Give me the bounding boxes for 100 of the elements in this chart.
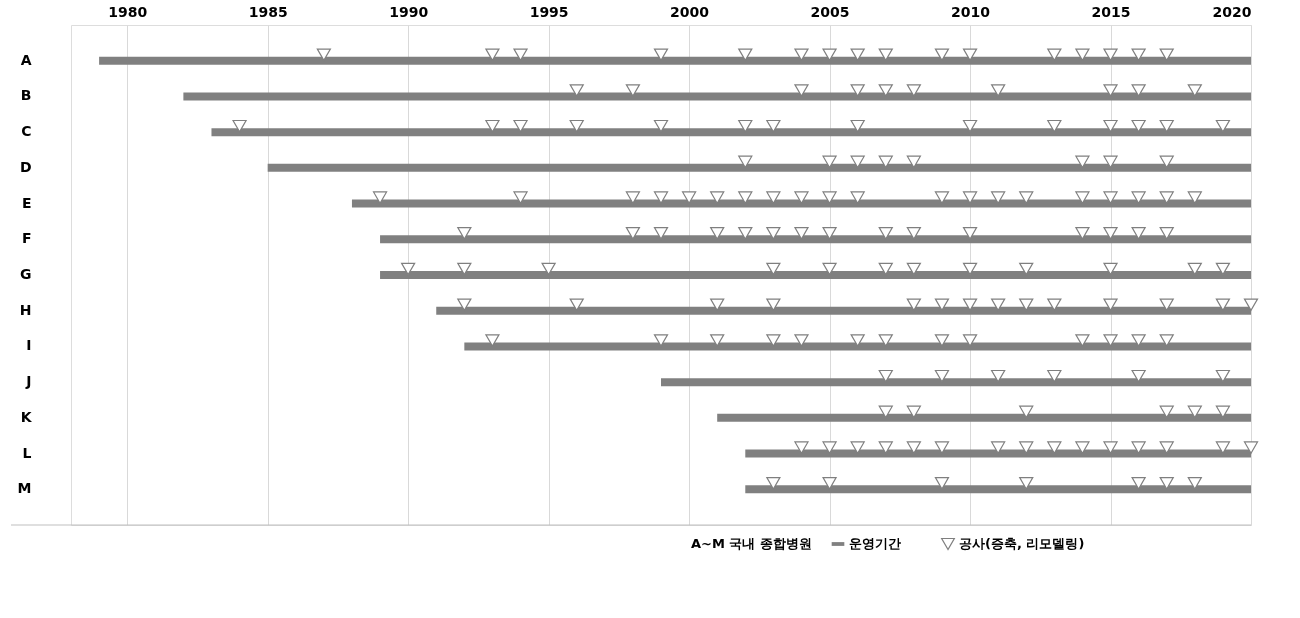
y-tick-label: E [21, 194, 32, 211]
x-tick-label: 1980 [108, 3, 148, 20]
point [1075, 48, 1090, 61]
x-tick-label: 2020 [1212, 3, 1252, 20]
point [738, 48, 753, 61]
point [1047, 298, 1062, 311]
point [1215, 298, 1231, 311]
point [569, 119, 584, 133]
point [850, 441, 865, 454]
x-tick-label: 2015 [1091, 3, 1131, 20]
point [794, 191, 809, 204]
point [878, 155, 893, 169]
point [766, 334, 781, 347]
point [513, 48, 528, 61]
point [794, 48, 809, 61]
y-tick-label: B [20, 87, 32, 104]
point [710, 191, 725, 204]
point [1103, 119, 1118, 133]
point [1131, 369, 1146, 383]
legend-title: A~M 국내 종합병원 [691, 536, 812, 551]
point [1215, 369, 1231, 383]
point [934, 441, 950, 454]
point [878, 405, 893, 419]
point [822, 155, 837, 169]
point [1019, 191, 1034, 204]
point [653, 191, 669, 204]
point [822, 441, 837, 454]
point [738, 155, 753, 169]
point [991, 298, 1006, 311]
point [485, 119, 500, 133]
point [991, 191, 1006, 204]
legend-label: 공사(증축, 리모델링) [959, 536, 1085, 551]
point [934, 334, 950, 347]
y-tick-label: F [21, 230, 32, 247]
point [850, 334, 865, 347]
point [457, 262, 472, 276]
point [1047, 369, 1062, 383]
point [625, 191, 641, 204]
point [962, 298, 978, 311]
x-tick-label: 2000 [670, 3, 710, 20]
point [766, 298, 781, 311]
point [1075, 227, 1090, 240]
y-tick-label: G [20, 266, 32, 282]
point [457, 298, 472, 311]
point [991, 441, 1006, 454]
point [794, 227, 809, 240]
point [822, 227, 837, 240]
point [653, 334, 669, 347]
point [991, 369, 1006, 383]
point [485, 334, 500, 347]
point [1243, 298, 1259, 311]
point [906, 298, 921, 311]
point [1103, 298, 1118, 311]
point [653, 227, 669, 240]
point [1215, 441, 1231, 454]
point [934, 369, 950, 383]
point [934, 477, 950, 490]
y-tick-label: L [22, 444, 32, 461]
point [1243, 441, 1259, 454]
point [878, 84, 893, 97]
point [1019, 441, 1034, 454]
point [541, 262, 556, 276]
point [1131, 441, 1146, 454]
point [766, 477, 781, 490]
point [1187, 84, 1202, 97]
point [1103, 262, 1118, 276]
y-tick-label: I [26, 337, 32, 354]
y-tick-label: D [19, 158, 32, 175]
point [906, 84, 921, 97]
point [1103, 441, 1118, 454]
y-tick-label: H [19, 301, 32, 318]
point [232, 119, 247, 133]
point [653, 48, 669, 61]
point [569, 298, 584, 311]
y-tick-label: J [25, 373, 32, 390]
point [878, 441, 893, 454]
point [1215, 119, 1231, 133]
point [962, 119, 978, 133]
y-tick-label: K [20, 408, 33, 425]
point [1131, 84, 1146, 97]
point [766, 191, 781, 204]
point [1047, 441, 1062, 454]
point [878, 369, 893, 383]
point [513, 191, 528, 204]
point [766, 227, 781, 240]
point [1159, 191, 1174, 204]
point [1103, 84, 1118, 97]
point [1103, 155, 1118, 169]
point [1103, 227, 1118, 240]
point [1159, 227, 1174, 240]
point [850, 155, 865, 169]
point [1187, 262, 1202, 276]
point [1019, 298, 1034, 311]
point [1131, 227, 1146, 240]
point [1159, 298, 1174, 311]
y-tick-label: C [21, 123, 32, 140]
point [878, 334, 893, 347]
point [710, 334, 725, 347]
point [1187, 477, 1202, 490]
point [1131, 119, 1146, 133]
